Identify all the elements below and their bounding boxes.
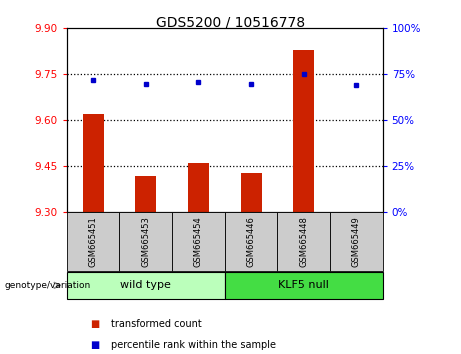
Text: GSM665446: GSM665446 xyxy=(247,216,255,267)
Bar xyxy=(330,212,383,271)
Text: GSM665453: GSM665453 xyxy=(141,216,150,267)
Text: genotype/variation: genotype/variation xyxy=(5,281,91,290)
Text: percentile rank within the sample: percentile rank within the sample xyxy=(111,340,276,350)
Bar xyxy=(119,212,172,271)
Bar xyxy=(225,272,383,299)
Bar xyxy=(172,212,225,271)
Text: ■: ■ xyxy=(90,340,99,350)
Bar xyxy=(83,114,104,212)
Bar xyxy=(67,212,119,271)
Text: transformed count: transformed count xyxy=(111,319,201,329)
Text: wild type: wild type xyxy=(120,280,171,290)
Bar xyxy=(135,176,156,212)
Bar xyxy=(278,212,330,271)
Text: GSM665448: GSM665448 xyxy=(299,216,308,267)
Text: GSM665451: GSM665451 xyxy=(89,216,98,267)
Text: GDS5200 / 10516778: GDS5200 / 10516778 xyxy=(156,16,305,30)
Text: ■: ■ xyxy=(90,319,99,329)
Bar xyxy=(188,163,209,212)
Bar xyxy=(241,172,261,212)
Bar xyxy=(67,272,225,299)
Bar xyxy=(293,50,314,212)
Text: GSM665449: GSM665449 xyxy=(352,216,361,267)
Bar xyxy=(225,212,278,271)
Text: KLF5 null: KLF5 null xyxy=(278,280,329,290)
Text: GSM665454: GSM665454 xyxy=(194,216,203,267)
